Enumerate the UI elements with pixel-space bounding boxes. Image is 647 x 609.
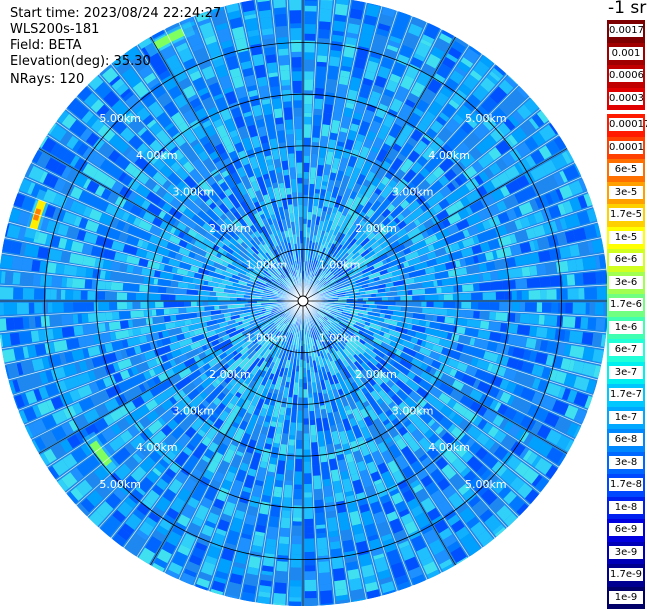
radar-site-marker xyxy=(298,296,308,306)
range-ring-label: 3.00km xyxy=(173,185,215,198)
colorbar-swatch: 1e-7 xyxy=(607,407,645,430)
colorbar: 0.0017 0.001 0.0006 0.0003 0.00017 0.0001 6e-5… xyxy=(607,20,647,609)
colorbar-label: 0.00017 xyxy=(609,118,643,131)
colorbar-label: 1.7e-8 xyxy=(609,478,643,491)
range-ring-label: 2.00km xyxy=(355,222,397,235)
range-ring-label: 4.00km xyxy=(136,149,178,162)
colorbar-label: 0.0003 xyxy=(609,92,643,105)
colorbar-swatch: 0.0001 xyxy=(607,137,645,160)
site-name: WLS200s-181 xyxy=(10,22,99,37)
colorbar-label: 0.001 xyxy=(609,47,643,60)
range-ring-label: 5.00km xyxy=(99,478,141,491)
colorbar-label: 3e-8 xyxy=(609,456,643,469)
colorbar-label: 0.0006 xyxy=(609,69,643,82)
range-ring-label: 5.00km xyxy=(465,478,507,491)
range-ring-label: 1.00km xyxy=(319,258,361,271)
colorbar-title: -1 sr xyxy=(608,0,646,18)
colorbar-swatch: 1.7e-8 xyxy=(607,474,645,497)
colorbar-swatch: 6e-8 xyxy=(607,429,645,452)
range-ring-label: 2.00km xyxy=(355,368,397,381)
colorbar-label: 1.7e-6 xyxy=(609,298,643,311)
range-ring-label: 2.00km xyxy=(209,222,251,235)
colorbar-swatch: 0.00017 xyxy=(607,114,645,137)
colorbar-swatch: 1.7e-7 xyxy=(607,384,645,407)
nrays: NRays: 120 xyxy=(10,72,84,87)
range-ring-label: 3.00km xyxy=(392,405,434,418)
colorbar-label: 1e-5 xyxy=(609,231,643,244)
range-ring-label: 5.00km xyxy=(465,112,507,125)
colorbar-swatch: 3e-8 xyxy=(607,452,645,475)
colorbar-label: 1e-8 xyxy=(609,501,643,514)
colorbar-label: 6e-6 xyxy=(609,253,643,266)
range-ring-label: 1.00km xyxy=(319,332,361,345)
colorbar-label: 1e-9 xyxy=(609,591,643,604)
colorbar-swatch: 3e-5 xyxy=(607,182,645,205)
colorbar-swatch: 1e-8 xyxy=(607,497,645,520)
start-time: Start time: 2023/08/24 22:24:27 xyxy=(10,6,221,21)
colorbar-swatch: 1e-9 xyxy=(607,587,645,609)
range-ring-label: 3.00km xyxy=(173,405,215,418)
colorbar-label: 6e-8 xyxy=(609,433,643,446)
colorbar-swatch: 6e-6 xyxy=(607,249,645,272)
range-ring-label: 4.00km xyxy=(428,441,470,454)
colorbar-swatch: 0.001 xyxy=(607,43,645,66)
range-ring-label: 1.00km xyxy=(246,332,288,345)
range-ring-label: 4.00km xyxy=(136,441,178,454)
colorbar-label: 1e-6 xyxy=(609,321,643,334)
colorbar-swatch: 1.7e-9 xyxy=(607,564,645,587)
colorbar-label: 1.7e-7 xyxy=(609,388,643,401)
field-name: Field: BETA xyxy=(10,38,81,53)
range-ring-label: 1.00km xyxy=(246,258,288,271)
colorbar-label: 3e-6 xyxy=(609,276,643,289)
colorbar-label: 1.7e-9 xyxy=(609,568,643,581)
colorbar-label: 3e-7 xyxy=(609,366,643,379)
colorbar-label: 6e-7 xyxy=(609,343,643,356)
range-ring-label: 4.00km xyxy=(428,149,470,162)
colorbar-swatch: 1e-5 xyxy=(607,227,645,250)
colorbar-swatch: 1.7e-6 xyxy=(607,294,645,317)
colorbar-swatch: 6e-5 xyxy=(607,159,645,182)
range-ring-label: 3.00km xyxy=(392,185,434,198)
colorbar-swatch: 1e-6 xyxy=(607,317,645,340)
colorbar-swatch: 3e-6 xyxy=(607,272,645,295)
colorbar-swatch: 3e-7 xyxy=(607,362,645,385)
colorbar-swatch: 6e-7 xyxy=(607,339,645,362)
colorbar-swatch: 6e-9 xyxy=(607,519,645,542)
colorbar-label: 1e-7 xyxy=(609,411,643,424)
colorbar-swatch: 0.0003 xyxy=(607,88,645,111)
range-ring-label: 5.00km xyxy=(99,112,141,125)
colorbar-label: 6e-5 xyxy=(609,163,643,176)
colorbar-label: 0.0017 xyxy=(609,24,643,37)
elevation: Elevation(deg): 35.30 xyxy=(10,54,151,69)
colorbar-swatch: 1.7e-5 xyxy=(607,204,645,227)
colorbar-label: 0.0001 xyxy=(609,141,643,154)
colorbar-swatch: 3e-9 xyxy=(607,542,645,565)
range-ring-label: 2.00km xyxy=(209,368,251,381)
colorbar-label: 3e-5 xyxy=(609,186,643,199)
colorbar-label: 6e-9 xyxy=(609,523,643,536)
colorbar-swatch: 0.0006 xyxy=(607,65,645,88)
colorbar-label: 1.7e-5 xyxy=(609,208,643,221)
colorbar-label: 3e-9 xyxy=(609,546,643,559)
colorbar-swatch: 0.0017 xyxy=(607,20,645,43)
